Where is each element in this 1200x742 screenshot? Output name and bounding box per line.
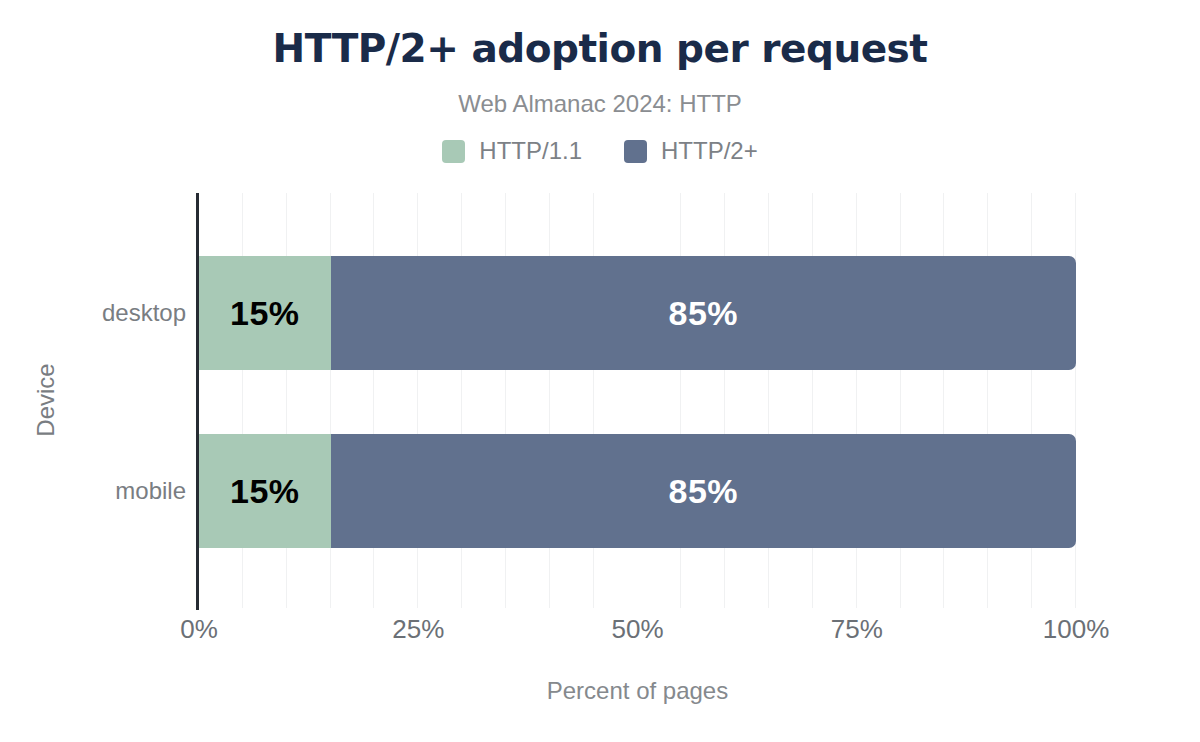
category-label-desktop: desktop bbox=[40, 299, 186, 327]
chart-figure: HTTP/2+ adoption per request Web Almanac… bbox=[0, 0, 1200, 742]
x-axis-ticks: 0% 25% 50% 75% 100% bbox=[199, 614, 1076, 644]
legend-swatch-http11 bbox=[442, 140, 465, 163]
bar-desktop-segment-http2: 85% bbox=[331, 256, 1076, 370]
x-tick-100: 100% bbox=[1043, 614, 1110, 645]
bar-mobile-segment-http2: 85% bbox=[331, 434, 1076, 548]
legend-item-http2: HTTP/2+ bbox=[624, 137, 758, 165]
bar-mobile-http11-value-label: 15% bbox=[230, 472, 300, 511]
legend: HTTP/1.1 HTTP/2+ bbox=[0, 137, 1200, 165]
bar-desktop-http2-value-label: 85% bbox=[668, 294, 738, 333]
legend-label-http11: HTTP/1.1 bbox=[479, 137, 582, 165]
legend-swatch-http2 bbox=[624, 140, 647, 163]
plot-area: 15% 85% 15% 85% bbox=[199, 193, 1076, 608]
y-axis-title: Device bbox=[32, 363, 60, 436]
bar-desktop-segment-http11: 15% bbox=[199, 256, 331, 370]
bar-desktop-http11-value-label: 15% bbox=[230, 294, 300, 333]
x-tick-25: 25% bbox=[392, 614, 444, 645]
legend-item-http11: HTTP/1.1 bbox=[442, 137, 582, 165]
x-tick-50: 50% bbox=[611, 614, 663, 645]
chart-subtitle: Web Almanac 2024: HTTP bbox=[0, 90, 1200, 118]
bar-mobile: 15% 85% bbox=[199, 434, 1076, 548]
chart-title: HTTP/2+ adoption per request bbox=[0, 26, 1200, 71]
bar-desktop: 15% 85% bbox=[199, 256, 1076, 370]
category-label-mobile: mobile bbox=[40, 477, 186, 505]
x-axis-title: Percent of pages bbox=[199, 677, 1076, 705]
bar-mobile-segment-http11: 15% bbox=[199, 434, 331, 548]
legend-label-http2: HTTP/2+ bbox=[661, 137, 758, 165]
x-tick-0: 0% bbox=[180, 614, 218, 645]
x-tick-75: 75% bbox=[831, 614, 883, 645]
bar-mobile-http2-value-label: 85% bbox=[668, 472, 738, 511]
